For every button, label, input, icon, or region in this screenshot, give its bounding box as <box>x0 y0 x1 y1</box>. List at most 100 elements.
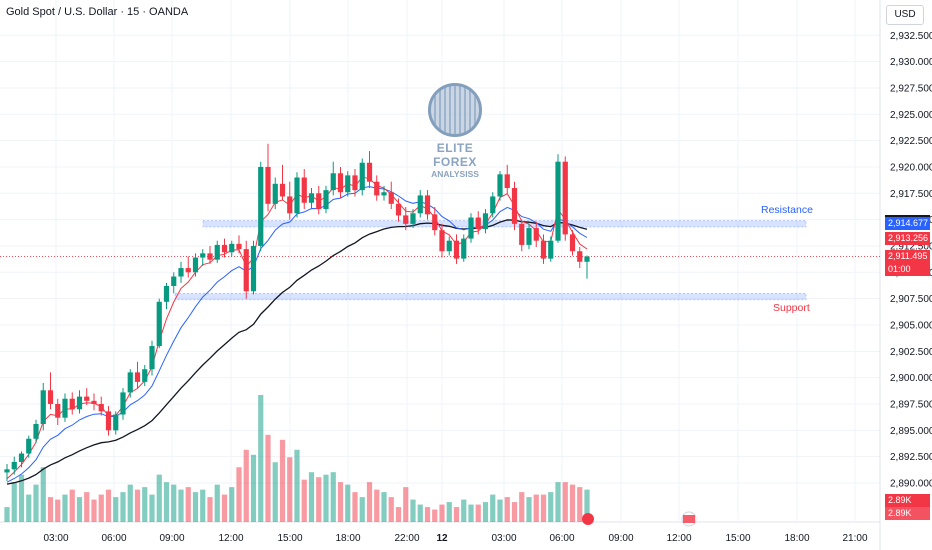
candle-body <box>533 228 539 241</box>
volume-bar <box>200 489 206 522</box>
candle-body <box>221 244 228 253</box>
x-tick-label: 15:00 <box>277 533 302 544</box>
price-tag: 2,914.677 <box>885 216 930 230</box>
volume-bar <box>526 497 532 522</box>
candle-body <box>511 188 518 224</box>
symbol-title[interactable]: Gold Spot / U.S. Dollar · 15 · OANDA <box>6 6 189 18</box>
candle-body <box>345 175 351 193</box>
ma-mid-line <box>6 186 588 483</box>
volume-bar <box>352 492 358 522</box>
volume-bar <box>98 494 104 522</box>
x-tick-label: 06:00 <box>549 533 574 544</box>
candle-body <box>569 234 576 252</box>
x-tick-label: 12 <box>436 533 448 544</box>
candle-body <box>258 166 264 246</box>
volume-bar <box>185 487 191 522</box>
y-tick-label: 2,912.500 <box>890 241 932 252</box>
candle-body <box>453 240 460 259</box>
volume-bar <box>359 497 365 522</box>
candle-body <box>446 240 452 252</box>
us-flag-stripes <box>683 515 695 523</box>
volume-bar <box>229 487 235 522</box>
volume-bar <box>192 492 199 522</box>
volume-bar <box>236 467 242 522</box>
candle-body <box>18 453 25 462</box>
candle-body <box>584 256 590 262</box>
candle-body <box>62 398 68 418</box>
candle-body <box>69 398 75 410</box>
candle-body <box>526 228 532 245</box>
candle-body <box>381 192 387 196</box>
candle-body <box>26 438 32 454</box>
candle-body <box>562 161 568 235</box>
volume-bar <box>40 467 46 522</box>
volume-bar <box>18 474 25 522</box>
candle-body <box>323 190 329 210</box>
volume-bar <box>178 489 184 522</box>
volume-bar <box>482 502 489 522</box>
volume-bar <box>316 477 322 522</box>
volume-bar <box>207 497 213 522</box>
volume-tag: 2.89K <box>885 494 930 507</box>
x-tick-label: 18:00 <box>784 533 809 544</box>
price-tag: 2,911.495 <box>885 250 930 264</box>
candle-body <box>40 390 46 425</box>
volume-bar <box>279 439 286 522</box>
candle-body <box>272 183 278 204</box>
x-tick-label: 09:00 <box>159 533 184 544</box>
volume-bar <box>374 489 380 522</box>
candle-body <box>475 217 481 230</box>
watermark-logo: ELITE FOREX ANALYSISS <box>420 83 490 179</box>
resistance-label: Resistance <box>761 203 813 216</box>
y-tick-label: 2,900.000 <box>890 373 932 384</box>
candle-body <box>316 193 322 210</box>
y-tick-label: 2,932.500 <box>890 31 932 42</box>
volume-bar <box>294 449 300 522</box>
ma-slow-line <box>6 219 588 485</box>
volume-bar <box>91 499 97 522</box>
volume-bar <box>287 457 293 522</box>
volume-bar <box>461 499 467 522</box>
candle-body <box>91 400 97 404</box>
candle-body <box>105 411 112 431</box>
volume-bar <box>432 509 438 522</box>
support-label: Support <box>773 302 810 315</box>
volume-bar <box>265 434 271 522</box>
volume-bar <box>453 507 460 522</box>
candle-body <box>134 372 141 382</box>
volume-bar <box>221 494 228 522</box>
candle-body <box>113 414 119 431</box>
candle-body <box>497 174 503 197</box>
candle-body <box>294 177 300 214</box>
candle-body <box>98 403 104 412</box>
y-tick-label: 2,917.500 <box>890 189 932 200</box>
candle-body <box>490 196 496 214</box>
volume-bar <box>142 487 148 522</box>
volume-bar <box>511 502 518 522</box>
candle-body <box>185 268 191 273</box>
x-tick-label: 21:00 <box>842 533 867 544</box>
candle-body <box>120 392 126 415</box>
x-tick-label: 12:00 <box>666 533 691 544</box>
volume-bar <box>243 449 249 522</box>
y-tick-label: 2,920.000 <box>890 162 932 173</box>
volume-bar <box>105 489 112 522</box>
volume-bar <box>76 497 83 522</box>
candle-body <box>439 230 445 252</box>
candle-body <box>417 195 423 214</box>
volume-bar <box>410 499 416 522</box>
candle-body <box>410 213 416 224</box>
candle-body <box>250 245 257 292</box>
volume-bar <box>519 492 525 522</box>
volume-bar <box>272 462 278 522</box>
volume-bar <box>569 484 576 522</box>
currency-button[interactable]: USD <box>886 5 924 25</box>
candle-body <box>577 251 583 262</box>
candle-body <box>308 193 315 203</box>
volume-bar <box>62 494 68 522</box>
candle-body <box>127 372 133 393</box>
logo-line2: ANALYSISS <box>431 169 479 179</box>
volume-bar <box>403 487 409 522</box>
candle-body <box>229 243 235 253</box>
